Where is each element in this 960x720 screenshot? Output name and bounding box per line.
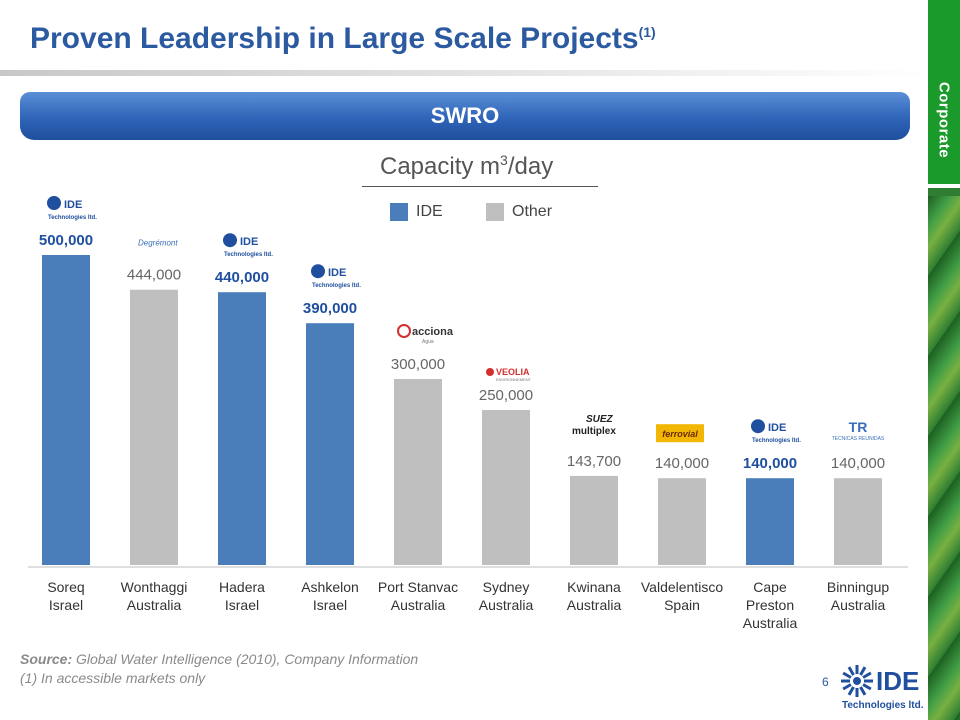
logo-veolia-text-5: VEOLIA [496,367,530,377]
section-banner-label: SWRO [430,103,500,128]
logo-ide-text-3: IDE [328,267,346,279]
logo-ide-sub-2: Technologies ltd. [224,252,273,258]
legend-item-ide: IDE [390,203,443,221]
data-label-9: 140,000 [831,455,885,472]
ide-burst-icon [841,665,873,697]
bar-3 [306,323,354,565]
page-number: 6 [822,675,829,689]
legend-label-ide: IDE [416,203,443,220]
bar-5 [482,410,530,565]
data-label-2: 440,000 [215,269,269,286]
side-decorative-pattern [928,196,960,720]
logo-ide-burst-0 [47,196,61,210]
bar-9 [834,478,882,565]
chart-title-main: Capacity m [380,153,501,180]
x-tick-label-8-1: Preston [746,597,794,613]
logo-ide-burst-3 [311,264,325,279]
logo-ide-text-8: IDE [768,422,786,434]
x-tick-label-1-1: Australia [127,597,182,613]
logo-veolia-sub-5: ENVIRONNEMENT [496,377,532,382]
x-tick-label-8-2: Australia [743,615,798,631]
chart-title-underline [362,186,598,187]
x-tick-label-4-0: Port Stanvac [378,579,458,595]
bar-1 [130,289,178,565]
logo-degremont-1: Degrémont [138,239,178,248]
data-label-6: 143,700 [567,453,621,470]
section-tab-label: Corporate [935,81,953,159]
logo-ferrovial-box-7 [656,424,704,443]
logo-acciona-sub-4: Agua [422,339,434,345]
bar-chart: 500,000 Soreq Israel IDE Technologies ltd. 44… [28,196,908,631]
logo-ide-text-2: IDE [240,236,258,248]
logo-ide-sub-0: Technologies ltd. [48,215,97,221]
legend-swatch-other [486,203,504,221]
data-label-7: 140,000 [655,455,709,472]
ide-logo-subtitle: Technologies ltd. [842,700,924,711]
bar-2 [218,292,266,565]
x-tick-label-6-1: Australia [567,597,622,613]
logo-multiplex-text-6: multiplex [572,426,616,437]
ide-logo-word: IDE [876,666,920,696]
logo-suez-text-6: SUEZ [586,414,614,425]
chart-title: Capacity m3/day [380,152,553,181]
title-divider [0,70,928,76]
source-note: Source: Global Water Intelligence (2010)… [20,651,418,667]
data-label-8: 140,000 [743,455,797,472]
data-label-0: 500,000 [39,232,93,249]
logo-veolia-mark-5 [486,368,494,376]
section-banner: SWRO [20,92,910,140]
logo-ide-sub-3: Technologies ltd. [312,283,361,289]
x-tick-label-9-1: Australia [831,597,886,613]
bar-0 [42,255,90,565]
data-label-4: 300,000 [391,356,445,373]
ide-company-logo: IDE Technologies ltd. [840,660,924,716]
x-tick-label-4-1: Australia [391,597,446,613]
logo-ide-burst-2 [223,233,237,248]
x-tick-label-7-0: Valdelentisco [641,579,723,595]
logo-ide-burst-8 [751,419,765,434]
legend-swatch-ide [390,203,408,221]
x-tick-label-6-0: Kwinana [567,579,621,595]
bar-4 [394,379,442,565]
section-tab[interactable] [928,0,960,188]
x-tick-label-2-1: Israel [225,597,259,613]
x-tick-label-9-0: Binningup [827,579,889,595]
data-label-5: 250,000 [479,387,533,404]
bar-7 [658,478,706,565]
logo-tr-text-9: TR [849,419,868,435]
x-tick-label-7-1: Spain [664,597,700,613]
page-title-footnote-mark: (1) [638,24,656,40]
x-tick-label-1-0: Wonthaggi [121,579,188,595]
x-tick-label-5-1: Australia [479,597,534,613]
logo-acciona-text-4: acciona [412,326,454,338]
source-text: Global Water Intelligence (2010), Compan… [72,651,419,667]
logo-tr-sub-9: TECNICAS REUNIDAS [832,436,885,442]
source-label: Source: [20,651,73,667]
legend-label-other: Other [512,203,553,220]
logo-acciona-mark-4 [397,324,411,338]
page-title-text: Proven Leadership in Large Scale Project… [30,22,639,55]
footnote: (1) In accessible markets only [20,670,206,686]
x-tick-label-0-0: Soreq [47,579,84,595]
x-tick-label-8-0: Cape [753,579,787,595]
logo-ide-sub-8: Technologies ltd. [752,438,801,444]
bar-8 [746,478,794,565]
legend-item-other: Other [486,203,552,221]
logo-ferrovial-text-7: ferrovial [662,429,698,439]
x-tick-label-3-0: Ashkelon [301,579,359,595]
data-label-3: 390,000 [303,300,357,317]
x-tick-label-2-0: Hadera [219,579,265,595]
logo-ide-text-0: IDE [64,199,82,211]
bar-6 [570,475,618,565]
page-title: Proven Leadership in Large Scale Project… [30,22,656,56]
data-label-1: 444,000 [127,267,181,284]
x-tick-label-0-1: Israel [49,597,83,613]
chart-title-sup: 3 [500,152,508,168]
x-tick-label-3-1: Israel [313,597,347,613]
chart-title-tail: /day [507,153,554,180]
x-tick-label-5-0: Sydney [483,579,530,595]
